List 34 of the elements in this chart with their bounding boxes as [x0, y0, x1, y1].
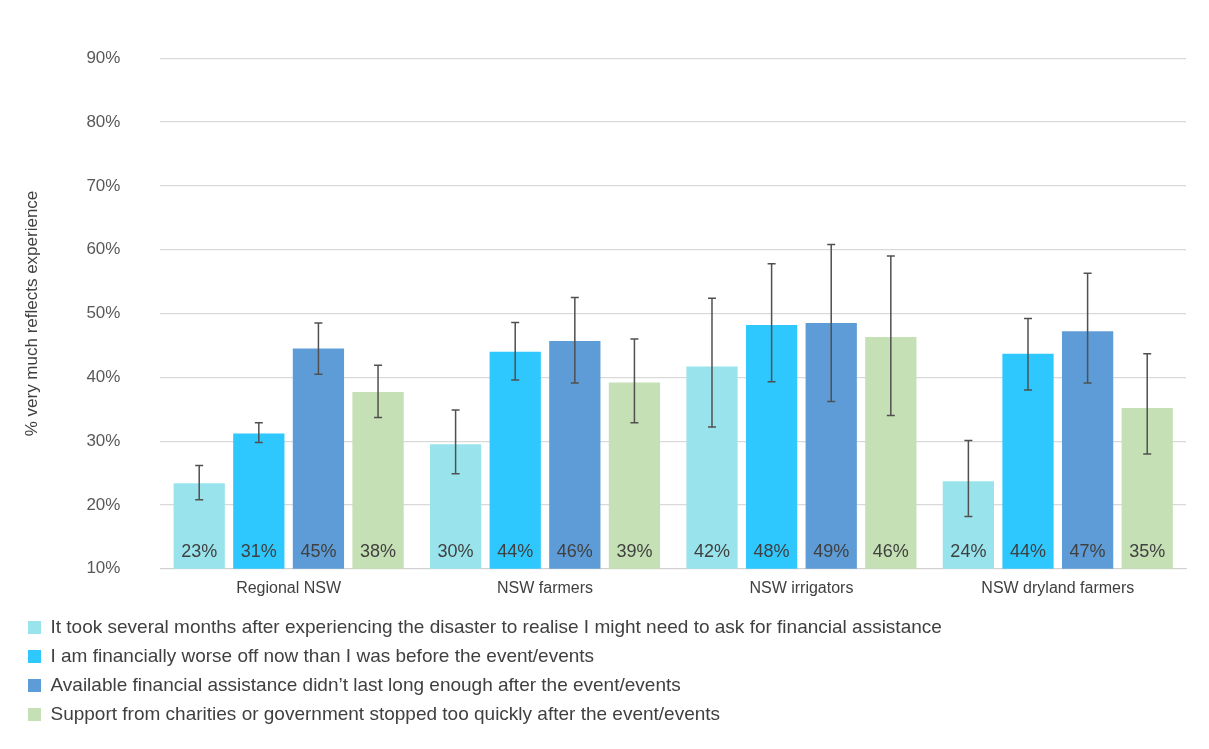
data-label: 35% — [1129, 540, 1166, 561]
data-label: 39% — [616, 540, 653, 561]
x-tick-label: NSW dryland farmers — [981, 578, 1135, 596]
legend-label: I am financially worse off now than I was before the event/events — [50, 644, 595, 666]
y-tick-label: 70% — [86, 175, 121, 195]
legend-label: It took several months after experiencing the disaster to realise I might need to ask for financial assistance — [50, 615, 942, 637]
data-label: 48% — [753, 540, 790, 561]
y-tick-label: 50% — [86, 303, 121, 323]
y-tick-label: 30% — [86, 430, 121, 450]
data-label: 44% — [497, 540, 534, 561]
y-tick-label: 80% — [86, 111, 121, 131]
data-label: 49% — [813, 540, 850, 561]
y-tick-label: 40% — [86, 367, 121, 387]
data-label: 30% — [437, 540, 474, 561]
y-tick-label: 60% — [86, 239, 121, 259]
data-label: 31% — [240, 540, 277, 561]
data-label: 46% — [872, 540, 909, 561]
x-tick-label: Regional NSW — [236, 578, 342, 596]
data-label: 38% — [360, 540, 397, 561]
x-tick-label: NSW irrigators — [749, 578, 854, 596]
y-axis-title: % very much reflects experience — [21, 190, 41, 437]
y-tick-label: 10% — [86, 558, 121, 578]
data-label: 47% — [1069, 540, 1106, 561]
y-tick-label: 20% — [86, 494, 121, 514]
data-label: 46% — [556, 540, 593, 561]
legend-label: Support from charities or government stopped too quickly after the event/events — [50, 702, 721, 724]
data-label: 45% — [300, 540, 337, 561]
legend-label: Available financial assistance didn’t last long enough after the event/events — [50, 673, 681, 695]
x-tick-label: NSW farmers — [497, 578, 594, 596]
data-label: 42% — [693, 540, 731, 561]
data-label: 23% — [181, 540, 218, 561]
data-label: 24% — [950, 540, 987, 561]
y-tick-label: 90% — [86, 47, 121, 67]
data-label: 44% — [1009, 540, 1047, 561]
